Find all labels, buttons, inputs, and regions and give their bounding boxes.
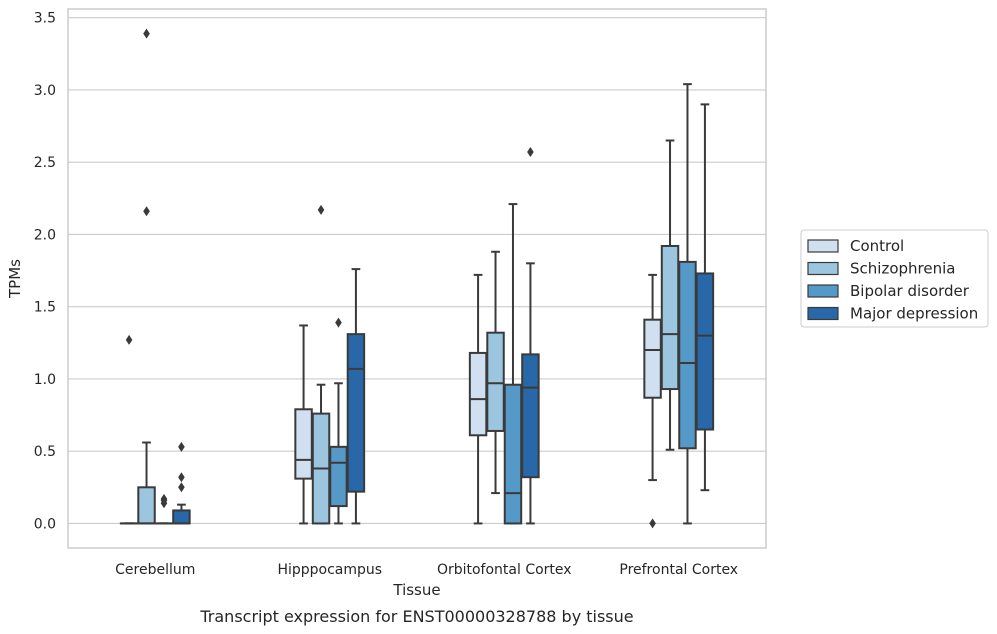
box xyxy=(294,408,313,480)
box-major-depression xyxy=(695,103,715,492)
y-tick-label: 1.0 xyxy=(34,372,56,388)
legend: Control Schizophrenia Bipolar disorder Majo… xyxy=(800,229,989,328)
x-tick-label: Prefrontal Cortex xyxy=(619,562,738,578)
outlier-point xyxy=(178,472,185,483)
outlier-point xyxy=(178,482,185,493)
box-bipolar-disorder xyxy=(154,493,174,525)
legend-item: Bipolar disorder xyxy=(807,282,970,300)
legend-label: Control xyxy=(850,237,904,255)
x-tick-label: Hipppocampus xyxy=(277,562,382,578)
box-major-depression xyxy=(172,441,191,525)
box xyxy=(137,486,156,525)
box-bipolar-disorder xyxy=(678,83,697,525)
outlier-point xyxy=(649,518,656,529)
y-axis-ticks: 0.0 0.5 1.0 1.5 2.0 2.5 3.0 3.5 xyxy=(34,11,56,533)
outlier-point xyxy=(125,334,133,345)
outlier-point xyxy=(178,441,185,452)
y-tick-label: 3.0 xyxy=(34,83,56,99)
gridlines xyxy=(68,17,766,525)
box-schizophrenia xyxy=(660,139,680,451)
box xyxy=(346,333,366,493)
outlier-point xyxy=(317,204,325,215)
box-bipolar-disorder xyxy=(503,203,523,525)
outlier-point xyxy=(335,317,342,328)
outlier-point xyxy=(527,147,534,158)
legend-label: Major depression xyxy=(850,305,978,323)
plot-frame xyxy=(67,8,767,549)
legend-label: Bipolar disorder xyxy=(850,282,970,300)
box xyxy=(503,383,523,525)
box-major-depression xyxy=(346,268,366,525)
legend-item: Schizophrenia xyxy=(807,260,955,278)
legend-swatch xyxy=(807,239,839,253)
y-tick-label: 0.5 xyxy=(34,444,56,460)
y-tick-label: 0.0 xyxy=(34,516,56,532)
box xyxy=(172,509,191,525)
legend-swatch xyxy=(807,306,839,321)
box-control xyxy=(468,273,488,525)
legend-label: Schizophrenia xyxy=(850,260,955,278)
box-schizophrenia xyxy=(311,204,331,525)
legend-frame xyxy=(800,229,989,328)
legend-item: Major depression xyxy=(807,305,978,323)
box-bipolar-disorder xyxy=(329,317,348,525)
box xyxy=(678,260,697,450)
y-axis-label: TPMs xyxy=(6,259,24,299)
outlier-point xyxy=(143,28,150,39)
chart-caption: Transcript expression for ENST0000032878… xyxy=(199,607,633,626)
box xyxy=(468,351,488,437)
box xyxy=(486,331,505,432)
x-axis-label: Tissue xyxy=(392,581,440,599)
outlier-point xyxy=(143,206,150,217)
y-tick-label: 1.5 xyxy=(34,300,56,316)
legend-swatch xyxy=(807,284,839,298)
box xyxy=(660,244,680,391)
box-schizophrenia xyxy=(486,250,505,495)
x-axis-ticks: Cerebellum Hipppocampus Orbitofontal Corte… xyxy=(115,562,738,578)
x-tick-label: Cerebellum xyxy=(115,562,195,578)
box xyxy=(695,272,715,431)
y-tick-label: 2.5 xyxy=(34,155,56,171)
box xyxy=(521,353,540,479)
legend-swatch xyxy=(807,261,839,276)
box xyxy=(329,445,348,508)
box-control xyxy=(294,324,313,525)
x-tick-label: Orbitofontal Cortex xyxy=(437,562,572,578)
y-tick-label: 2.0 xyxy=(34,227,56,243)
box-major-depression xyxy=(521,147,540,525)
box xyxy=(643,318,662,399)
box-schizophrenia xyxy=(137,28,156,525)
outlier-point xyxy=(160,493,168,504)
box-control xyxy=(119,334,139,525)
box-series xyxy=(119,28,715,529)
y-tick-label: 3.5 xyxy=(34,11,56,27)
box-control xyxy=(643,273,662,529)
legend-item: Control xyxy=(807,237,904,255)
